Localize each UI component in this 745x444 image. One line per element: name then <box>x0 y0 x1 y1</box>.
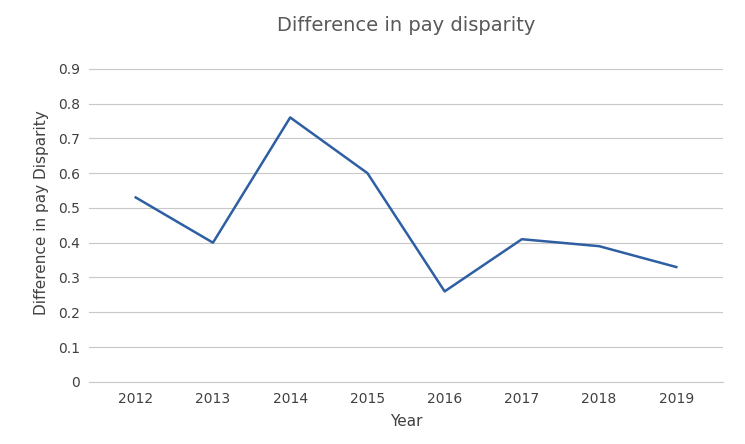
Title: Difference in pay disparity: Difference in pay disparity <box>277 16 535 35</box>
X-axis label: Year: Year <box>390 414 422 429</box>
Y-axis label: Difference in pay Disparity: Difference in pay Disparity <box>34 111 49 316</box>
